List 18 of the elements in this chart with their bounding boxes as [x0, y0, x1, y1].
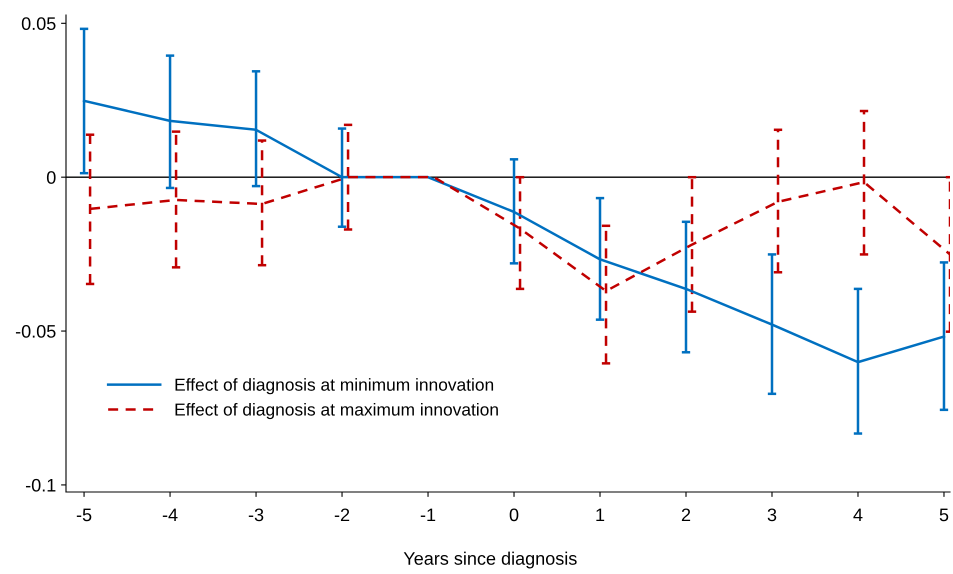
x-tick-label: -5	[76, 508, 92, 522]
y-tick-label: 0	[46, 171, 56, 184]
y-tick-label: -0.05	[16, 324, 56, 338]
y-tick-label: 0.05	[22, 17, 56, 30]
x-tick-label: 2	[682, 508, 690, 522]
y-tick-label: -0.1	[26, 478, 56, 492]
legend-label: Effect of diagnosis at maximum innovation	[176, 402, 498, 420]
x-tick-label: -3	[248, 508, 264, 522]
x-tick-label: -2	[334, 508, 350, 522]
x-tick-label: 3	[768, 508, 776, 522]
x-tick-label: -4	[162, 508, 178, 522]
legend-label: Effect of diagnosis at minimum innovation	[176, 378, 494, 394]
x-axis-title: Years since diagnosis	[404, 552, 577, 568]
x-tick-label: -1	[420, 508, 436, 522]
x-tick-label: 0	[510, 508, 518, 522]
x-tick-label: 5	[940, 508, 948, 522]
x-tick-label: 4	[853, 508, 862, 522]
x-tick-label: 1	[596, 508, 604, 522]
